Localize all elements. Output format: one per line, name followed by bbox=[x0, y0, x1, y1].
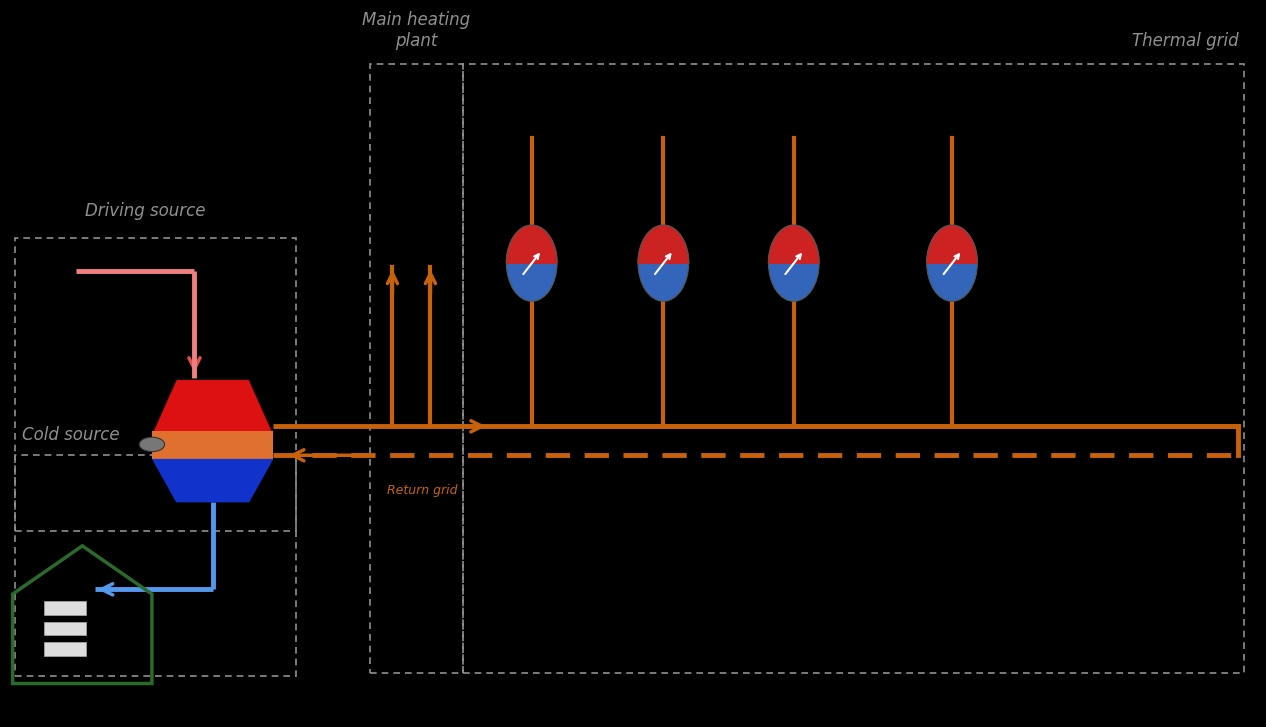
Bar bbox=[15, 238, 296, 531]
Polygon shape bbox=[638, 225, 689, 263]
Bar bbox=[44, 622, 86, 635]
Text: Cold source: Cold source bbox=[22, 427, 119, 444]
Ellipse shape bbox=[638, 225, 689, 301]
Polygon shape bbox=[152, 379, 273, 433]
Text: Main heating
plant: Main heating plant bbox=[362, 11, 471, 49]
Polygon shape bbox=[927, 225, 977, 263]
Bar bbox=[370, 64, 463, 672]
Text: Return grid: Return grid bbox=[386, 484, 457, 497]
Bar bbox=[152, 431, 273, 459]
Bar bbox=[463, 64, 1244, 672]
Bar bbox=[15, 455, 296, 676]
Bar bbox=[44, 642, 86, 656]
Polygon shape bbox=[768, 225, 819, 263]
Polygon shape bbox=[152, 459, 273, 502]
Text: Thermal grid: Thermal grid bbox=[1132, 31, 1238, 49]
Text: Driving source: Driving source bbox=[85, 202, 206, 220]
Polygon shape bbox=[506, 225, 557, 263]
Circle shape bbox=[139, 437, 165, 451]
Ellipse shape bbox=[506, 225, 557, 301]
Ellipse shape bbox=[927, 225, 977, 301]
Bar bbox=[44, 601, 86, 615]
Ellipse shape bbox=[768, 225, 819, 301]
